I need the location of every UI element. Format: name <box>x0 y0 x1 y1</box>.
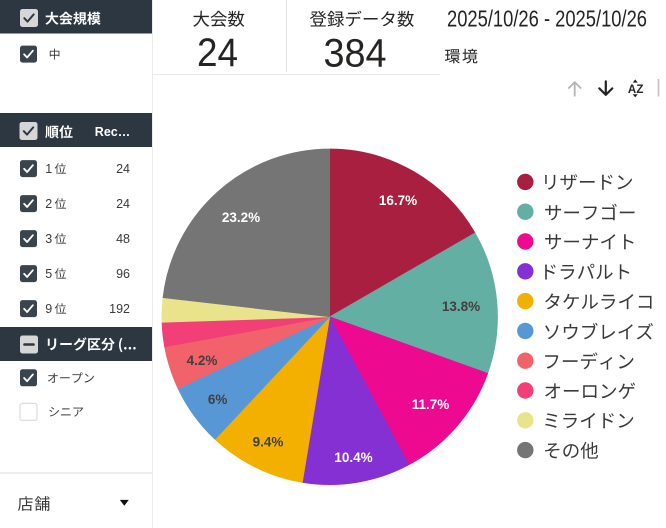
svg-text:1: 1 <box>45 162 52 176</box>
svg-text:48: 48 <box>116 232 130 246</box>
svg-text:23.2%: 23.2% <box>222 210 260 225</box>
svg-text:9: 9 <box>45 302 52 316</box>
svg-text:AZ: AZ <box>628 84 644 96</box>
svg-text:24: 24 <box>197 31 238 75</box>
svg-text:96: 96 <box>116 267 130 281</box>
svg-text:384: 384 <box>324 31 387 75</box>
svg-text:9.4%: 9.4% <box>253 435 284 450</box>
svg-text:6%: 6% <box>208 392 228 407</box>
svg-text:Rec…: Rec… <box>95 125 130 139</box>
svg-text:16.7%: 16.7% <box>379 193 417 208</box>
svg-text:13.8%: 13.8% <box>442 299 480 314</box>
svg-text:24: 24 <box>116 197 130 211</box>
svg-text:2025/10/26 - 2025/10/26: 2025/10/26 - 2025/10/26 <box>447 6 647 32</box>
svg-text:192: 192 <box>109 302 130 316</box>
svg-text:3: 3 <box>45 232 52 246</box>
svg-text:2: 2 <box>45 197 52 211</box>
svg-text:11.7%: 11.7% <box>412 397 450 412</box>
svg-text:10.4%: 10.4% <box>334 450 372 465</box>
svg-text:24: 24 <box>116 162 130 176</box>
svg-text:5: 5 <box>45 267 52 281</box>
svg-text:4.2%: 4.2% <box>187 353 218 368</box>
